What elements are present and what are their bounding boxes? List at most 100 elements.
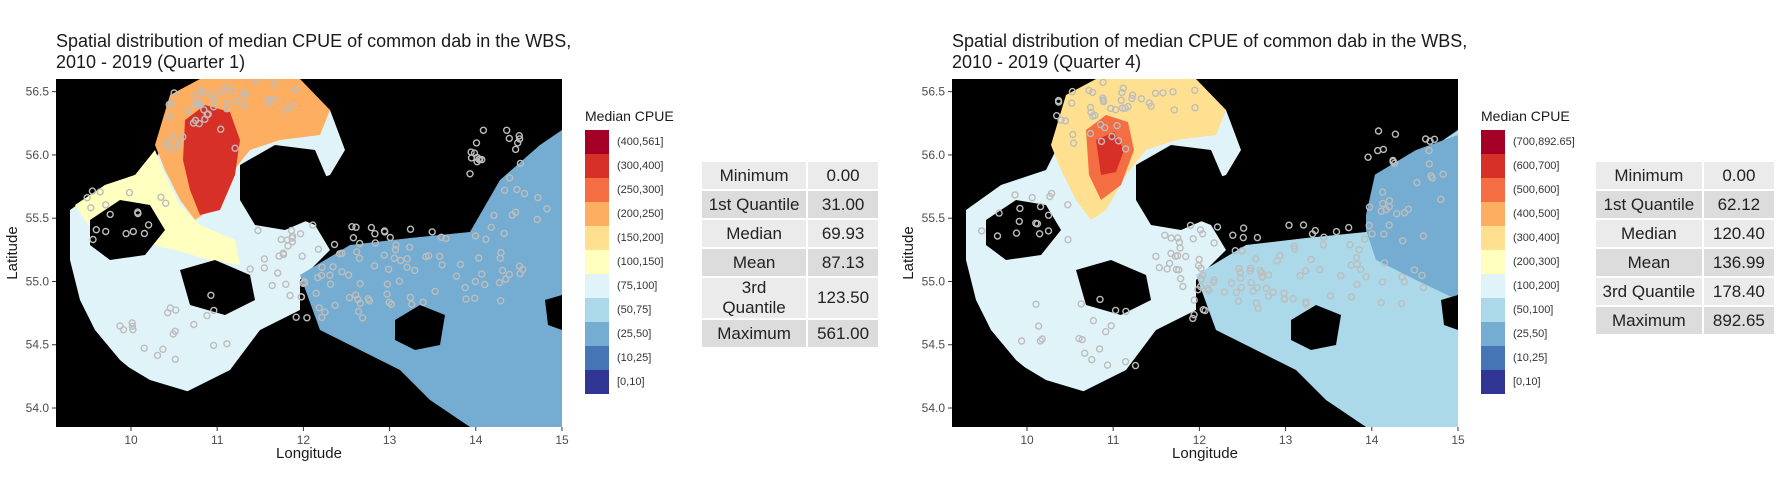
stats-label: Minimum: [1596, 162, 1702, 189]
haul-point: [1103, 361, 1112, 369]
legend-swatch: [1481, 226, 1505, 250]
stats-label: 3rd Quantile: [1596, 278, 1702, 305]
stats-value: 87.13: [808, 249, 878, 276]
haul-point: [993, 232, 1002, 240]
haul-point: [505, 270, 513, 279]
haul-point: [168, 132, 177, 141]
haul-point: [1311, 226, 1319, 235]
haul-point: [1114, 137, 1123, 145]
haul-point: [419, 298, 427, 306]
haul-point: [520, 189, 529, 198]
haul-point: [338, 249, 346, 257]
legend-item: (400,561]: [585, 130, 674, 154]
haul-point: [1044, 211, 1053, 219]
haul-point: [200, 106, 208, 114]
haul-point: [498, 266, 507, 275]
land-bornholm-edge: [1441, 295, 1458, 330]
legend-swatch: [585, 202, 609, 226]
haul-point: [1364, 153, 1372, 161]
legend-swatch: [585, 178, 609, 202]
haul-point: [209, 103, 218, 111]
haul-point: [1229, 231, 1237, 239]
cpue-map: 10 11 12 13 14 15 54.0 54.5 55.0 55.5 56.0 56.5 Lo…: [900, 79, 1465, 462]
legend-item: (50,100]: [1481, 298, 1575, 322]
haul-point: [367, 223, 376, 232]
haul-point: [1016, 204, 1024, 213]
x-tick-label: 12: [1193, 433, 1207, 447]
haul-point: [232, 97, 241, 106]
haul-point: [297, 293, 306, 301]
y-tick-label: 56.5: [26, 85, 50, 99]
haul-point: [1289, 295, 1297, 303]
haul-point: [1428, 174, 1436, 182]
haul-point: [472, 139, 481, 147]
haul-point: [1430, 135, 1439, 144]
haul-point: [129, 326, 137, 334]
legend-item: (10,25]: [585, 346, 674, 370]
haul-point: [167, 99, 175, 108]
haul-point: [1012, 229, 1021, 237]
haul-point: [1069, 130, 1077, 139]
haul-point: [1086, 129, 1095, 138]
haul-point: [1380, 259, 1389, 267]
legend-swatch: [1481, 130, 1505, 154]
haul-point: [1236, 274, 1245, 282]
y-tick-label: 55.5: [922, 211, 946, 225]
haul-point: [128, 322, 137, 330]
haul-point: [1410, 266, 1419, 274]
haul-point: [403, 263, 411, 271]
haul-point: [1191, 86, 1199, 95]
y-axis-title: Latitude: [4, 226, 21, 279]
stats-label: Maximum: [1596, 307, 1702, 334]
haul-point: [466, 170, 474, 178]
legend-label: [0,10]: [617, 376, 645, 388]
haul-point: [1253, 233, 1262, 242]
legend-item: (400,500]: [1481, 202, 1575, 226]
stats-row: Minimum 0.00: [1596, 162, 1774, 189]
haul-point: [128, 319, 136, 327]
haul-point: [1419, 283, 1428, 292]
haul-point: [481, 280, 489, 289]
haul-point: [1413, 178, 1421, 187]
haul-point: [140, 229, 149, 238]
haul-point: [471, 277, 480, 286]
legend-swatch: [1481, 322, 1505, 346]
haul-point: [210, 306, 218, 315]
haul-point: [203, 311, 211, 320]
legend-label: (25,50]: [1513, 328, 1548, 340]
haul-point: [1378, 278, 1387, 286]
haul-point: [270, 80, 278, 88]
haul-point: [470, 149, 479, 157]
haul-point: [1075, 334, 1083, 343]
haul-point: [408, 300, 416, 308]
haul-point: [1167, 234, 1175, 242]
haul-point: [383, 280, 392, 288]
haul-point: [122, 229, 130, 238]
haul-point: [1377, 207, 1385, 215]
legend-item: (25,50]: [1481, 322, 1575, 346]
haul-point: [1425, 160, 1433, 168]
haul-point: [475, 254, 483, 262]
haul-point: [326, 280, 335, 288]
haul-point: [101, 227, 110, 236]
haul-point: [352, 291, 360, 299]
stats-row: 1st Quantile 31.00: [702, 191, 878, 218]
haul-point: [1151, 89, 1160, 98]
land-zealand: [240, 145, 330, 230]
haul-point: [1227, 279, 1236, 287]
haul-point: [1374, 127, 1383, 135]
haul-point: [284, 242, 292, 250]
haul-point: [1346, 240, 1354, 249]
haul-point: [1034, 322, 1043, 330]
haul-point: [264, 98, 273, 106]
x-axis-ticks: 10 11 12 13 14 15: [124, 427, 569, 447]
haul-point: [246, 265, 254, 273]
legend-label: (600,700]: [1513, 160, 1560, 172]
haul-point: [1399, 236, 1407, 245]
haul-point: [1307, 255, 1315, 264]
haul-point: [1296, 272, 1304, 280]
stats-row: Minimum 0.00: [702, 162, 878, 189]
land-jutland-bay: [986, 200, 1061, 260]
haul-point: [291, 85, 300, 94]
haul-point: [1186, 221, 1195, 230]
